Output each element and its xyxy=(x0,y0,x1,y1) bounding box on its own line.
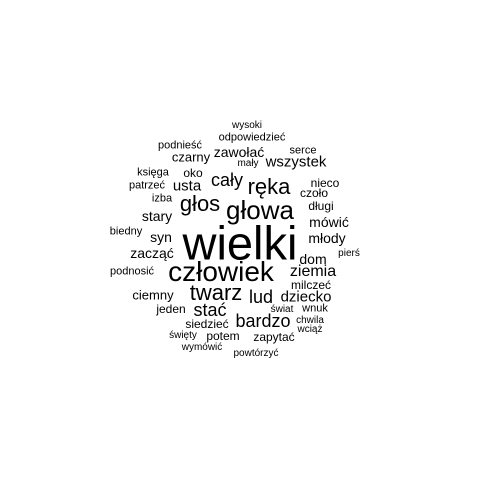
cloud-word-reka: ręka xyxy=(247,174,291,199)
cloud-word-twarz: twarz xyxy=(189,280,243,305)
cloud-word-lud: lud xyxy=(248,287,274,307)
cloud-word-jeden: jeden xyxy=(156,302,186,316)
cloud-word-zawolac: zawołać xyxy=(213,144,265,160)
cloud-word-wnuk: wnuk xyxy=(302,302,328,315)
cloud-word-stary: stary xyxy=(141,208,173,224)
cloud-word-milczec: milczeć xyxy=(290,278,332,292)
cloud-word-podniesc: podnieść xyxy=(157,139,203,152)
cloud-word-usta: usta xyxy=(172,177,202,195)
cloud-word-ciemny: ciemny xyxy=(132,287,174,303)
cloud-word-potem: potem xyxy=(206,329,240,343)
cloud-word-odpowiedziec: odpowiedzieć xyxy=(218,131,286,144)
cloud-word-glos: głos xyxy=(179,191,221,216)
cloud-word-dom: dom xyxy=(299,251,327,267)
cloud-word-serce: serce xyxy=(289,144,317,157)
cloud-word-swiety: święty xyxy=(169,330,197,341)
cloud-word-powtorzyc: powtórzyć xyxy=(233,348,279,359)
cloud-word-wysoki: wysoki xyxy=(231,120,263,131)
cloud-word-podnosic: podnosić xyxy=(109,265,155,278)
cloud-word-wciaz: wciąż xyxy=(297,324,323,335)
cloud-word-izba: izba xyxy=(151,192,173,205)
cloud-word-chwila: chwila xyxy=(296,315,324,326)
cloud-word-czlowiek: człowiek xyxy=(168,256,274,287)
cloud-word-caly: cały xyxy=(210,170,244,190)
cloud-word-stac: stać xyxy=(193,300,227,320)
cloud-word-zaczac: zacząć xyxy=(130,245,174,261)
cloud-word-dlugi: długi xyxy=(308,199,334,213)
cloud-word-biedny: biedny xyxy=(109,225,143,238)
cloud-word-bardzo: bardzo xyxy=(235,311,291,331)
cloud-word-nieco: nieco xyxy=(310,176,340,190)
cloud-word-piers: pierś xyxy=(338,248,360,259)
cloud-word-wymowic: wymówić xyxy=(181,342,223,353)
cloud-word-mlody: młody xyxy=(308,230,346,246)
cloud-word-syn: syn xyxy=(150,229,172,245)
cloud-word-maly: mały xyxy=(237,158,259,169)
cloud-word-wszystek: wszystek xyxy=(265,153,327,171)
cloud-word-dziecko: dziecko xyxy=(280,288,332,306)
cloud-word-czolo: czoło xyxy=(299,186,329,200)
cloud-word-wielki: wielki xyxy=(182,216,298,270)
cloud-word-swiat: świat xyxy=(270,304,294,315)
cloud-word-zapytac: zapytać xyxy=(253,330,295,344)
cloud-word-patrzec: patrzeć xyxy=(128,179,166,192)
cloud-word-ziemia: ziemia xyxy=(289,263,337,280)
cloud-word-mowic: mówić xyxy=(309,214,349,230)
cloud-word-ksiega: księga xyxy=(137,166,169,179)
cloud-word-oko: oko xyxy=(183,166,203,180)
cloud-word-siedziec: siedzieć xyxy=(185,317,229,331)
cloud-word-czarny: czarny xyxy=(171,149,211,165)
cloud-word-glowa: głowa xyxy=(226,195,294,225)
